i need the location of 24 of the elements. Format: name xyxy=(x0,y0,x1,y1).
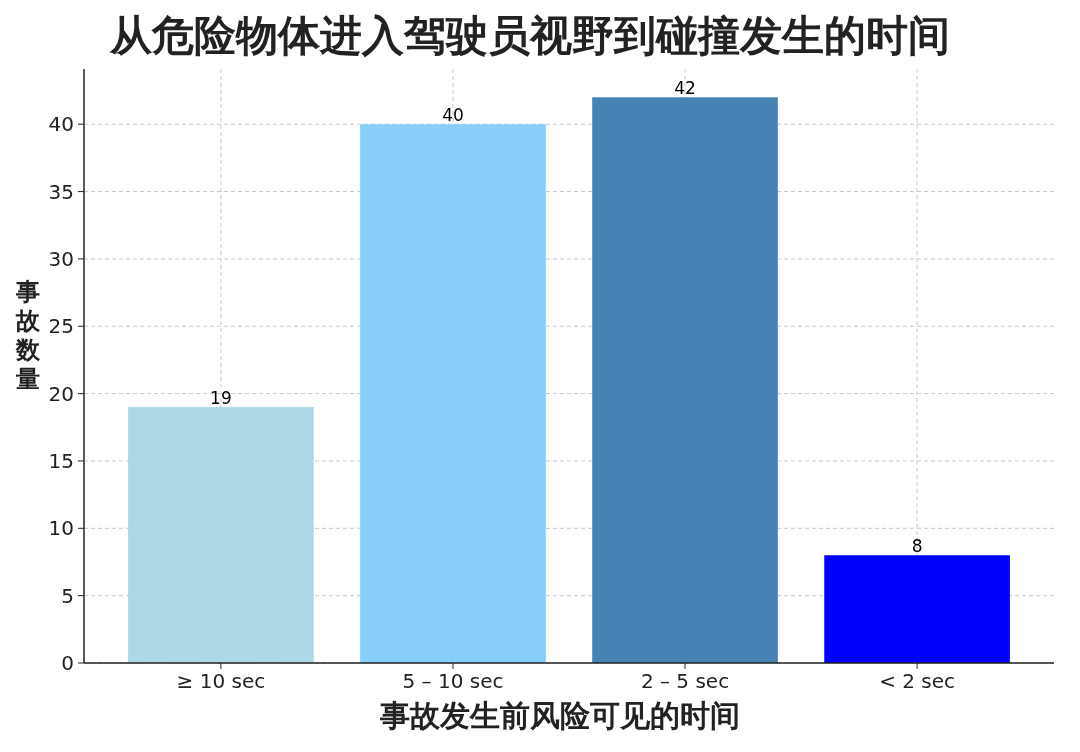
y-tick-label: 20 xyxy=(48,381,74,406)
y-axis-title: 事故数量 xyxy=(15,278,41,393)
x-tick-label: ≥ 10 sec xyxy=(176,669,266,693)
x-axis-title: 事故发生前风险可见的时间 xyxy=(379,698,740,733)
x-tick-label: 5 – 10 sec xyxy=(402,669,504,693)
y-tick-label: 15 xyxy=(48,448,74,473)
x-tick-label: < 2 sec xyxy=(879,669,956,693)
y-tick-label: 30 xyxy=(48,246,74,271)
y-tick-label: 10 xyxy=(48,516,74,541)
bar xyxy=(824,555,1010,663)
bar xyxy=(360,124,546,663)
data-label: 42 xyxy=(674,78,696,99)
y-tick-label: 40 xyxy=(48,112,74,137)
data-label: 40 xyxy=(442,105,464,126)
data-label: 8 xyxy=(911,536,923,557)
bar xyxy=(128,407,314,663)
chart-title: 从危险物体进入驾驶员视野到碰撞发生的时间 xyxy=(109,11,950,60)
data-label: 19 xyxy=(210,388,232,409)
y-tick-label: 5 xyxy=(61,583,74,608)
y-tick-label: 25 xyxy=(48,314,74,339)
x-tick-label: 2 – 5 sec xyxy=(640,669,730,693)
y-tick-label: 0 xyxy=(61,651,74,675)
y-tick-label: 35 xyxy=(48,179,74,204)
bar xyxy=(592,97,778,663)
